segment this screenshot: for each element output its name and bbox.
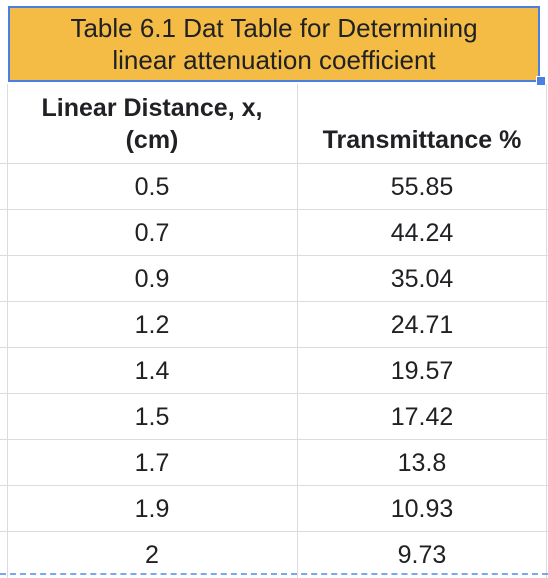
gridline xyxy=(546,84,547,578)
table-row: 0.9 35.04 xyxy=(0,256,548,302)
gridline xyxy=(0,485,548,486)
header-transmittance-label: Transmittance % xyxy=(322,126,522,154)
table-row: 1.2 24.71 xyxy=(0,302,548,348)
table-row: 0.5 55.85 xyxy=(0,164,548,210)
header-linear-distance-line-1: Linear Distance, x, xyxy=(41,94,263,122)
header-transmittance[interactable]: Transmittance % xyxy=(298,86,546,162)
table-title-line-2: linear attenuation coefficient xyxy=(112,45,436,75)
gridline xyxy=(0,301,548,302)
gridline xyxy=(0,209,548,210)
table-row: 2 9.73 xyxy=(0,532,548,578)
selection-fill-handle[interactable] xyxy=(536,76,546,86)
distance-cell[interactable]: 0.7 xyxy=(134,218,170,247)
table-title-line-1: Table 6.1 Dat Table for Determining xyxy=(70,13,478,43)
gridline xyxy=(0,439,548,440)
transmittance-cell[interactable]: 44.24 xyxy=(390,218,454,247)
header-linear-distance-line-2: (cm) xyxy=(125,126,179,154)
transmittance-cell[interactable]: 55.85 xyxy=(390,172,454,201)
transmittance-cell[interactable]: 35.04 xyxy=(390,264,454,293)
gridline xyxy=(0,347,548,348)
transmittance-cell[interactable]: 17.42 xyxy=(390,402,454,431)
gridline xyxy=(0,531,548,532)
transmittance-cell[interactable]: 9.73 xyxy=(397,540,447,569)
table-row: 0.7 44.24 xyxy=(0,210,548,256)
distance-cell[interactable]: 1.7 xyxy=(134,448,170,477)
table-row: 1.4 19.57 xyxy=(0,348,548,394)
gridline xyxy=(0,255,548,256)
table-row: 1.5 17.42 xyxy=(0,394,548,440)
distance-cell[interactable]: 0.9 xyxy=(134,264,170,293)
copy-selection-border xyxy=(0,573,548,575)
gridline xyxy=(7,84,8,578)
transmittance-cell[interactable]: 13.8 xyxy=(397,448,447,477)
distance-cell[interactable]: 0.5 xyxy=(134,172,170,201)
distance-cell[interactable]: 1.4 xyxy=(134,356,170,385)
distance-cell[interactable]: 1.5 xyxy=(134,402,170,431)
transmittance-cell[interactable]: 19.57 xyxy=(390,356,454,385)
header-linear-distance[interactable]: Linear Distance, x, (cm) xyxy=(8,86,296,162)
table-row: 1.9 10.93 xyxy=(0,486,548,532)
gridline xyxy=(0,393,548,394)
transmittance-cell[interactable]: 10.93 xyxy=(390,494,454,523)
transmittance-cell[interactable]: 24.71 xyxy=(390,310,454,339)
gridline xyxy=(297,84,298,578)
table-row: 1.7 13.8 xyxy=(0,440,548,486)
distance-cell[interactable]: 1.2 xyxy=(134,310,170,339)
distance-cell[interactable]: 1.9 xyxy=(134,494,170,523)
table-title-cell[interactable]: Table 6.1 Dat Table for Determining line… xyxy=(8,6,540,82)
gridline xyxy=(0,163,548,164)
distance-cell[interactable]: 2 xyxy=(145,540,159,569)
